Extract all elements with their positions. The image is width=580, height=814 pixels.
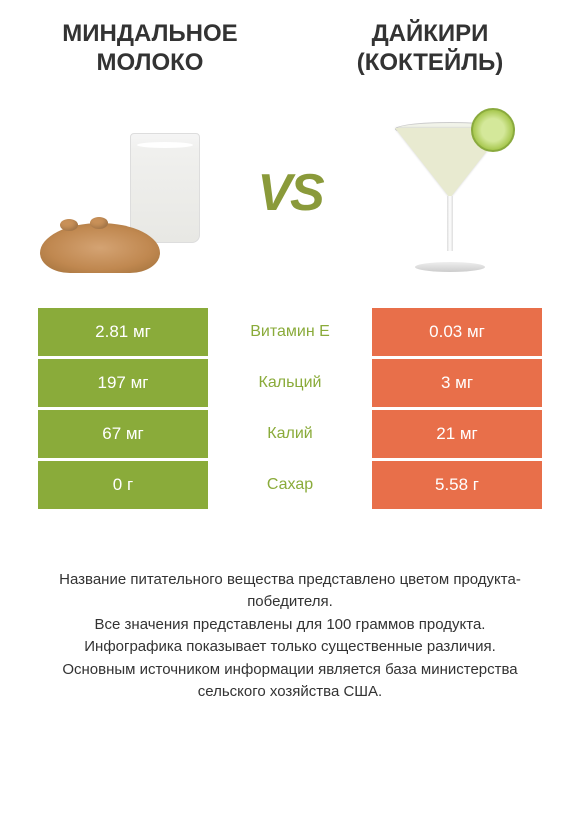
- footnote-line: Название питательного вещества представл…: [30, 569, 550, 614]
- nutrient-label: Сахар: [208, 461, 372, 509]
- left-title-line1: МИНДАЛЬНОЕ: [62, 20, 237, 47]
- milk-glass-icon: [130, 133, 200, 243]
- right-value-cell: 3 мг: [372, 359, 542, 407]
- right-product-title: ДАЙКИРИ (КОКТЕЙЛЬ): [310, 20, 550, 78]
- left-value-cell: 197 мг: [38, 359, 208, 407]
- left-value-cell: 67 мг: [38, 410, 208, 458]
- left-value-cell: 2.81 мг: [38, 308, 208, 356]
- left-product-image: [40, 103, 220, 283]
- left-product-title: МИНДАЛЬНОЕ МОЛОКО: [30, 20, 270, 78]
- table-row: 2.81 мгВитамин E0.03 мг: [38, 308, 542, 356]
- table-row: 0 гСахар5.58 г: [38, 461, 542, 509]
- right-value-cell: 0.03 мг: [372, 308, 542, 356]
- right-value-cell: 5.58 г: [372, 461, 542, 509]
- right-value-cell: 21 мг: [372, 410, 542, 458]
- cocktail-icon: [390, 108, 510, 278]
- images-row: VS: [0, 88, 580, 308]
- left-value-cell: 0 г: [38, 461, 208, 509]
- nutrient-label: Витамин E: [208, 308, 372, 356]
- right-product-image: [360, 103, 540, 283]
- nutrient-label: Кальций: [208, 359, 372, 407]
- comparison-table: 2.81 мгВитамин E0.03 мг197 мгКальций3 мг…: [0, 308, 580, 509]
- footnote: Название питательного вещества представл…: [0, 569, 580, 704]
- header: МИНДАЛЬНОЕ МОЛОКО ДАЙКИРИ (КОКТЕЙЛЬ): [0, 0, 580, 88]
- right-title-line2: (КОКТЕЙЛЬ): [357, 49, 504, 76]
- footnote-line: Инфографика показывает только существенн…: [30, 636, 550, 659]
- footnote-line: Все значения представлены для 100 граммо…: [30, 614, 550, 637]
- lime-icon: [471, 108, 515, 152]
- table-row: 197 мгКальций3 мг: [38, 359, 542, 407]
- vs-label: VS: [257, 163, 322, 223]
- table-row: 67 мгКалий21 мг: [38, 410, 542, 458]
- left-title-line2: МОЛОКО: [97, 49, 204, 76]
- nutrient-label: Калий: [208, 410, 372, 458]
- footnote-line: Основным источником информации является …: [30, 659, 550, 704]
- right-title-line1: ДАЙКИРИ: [372, 20, 489, 47]
